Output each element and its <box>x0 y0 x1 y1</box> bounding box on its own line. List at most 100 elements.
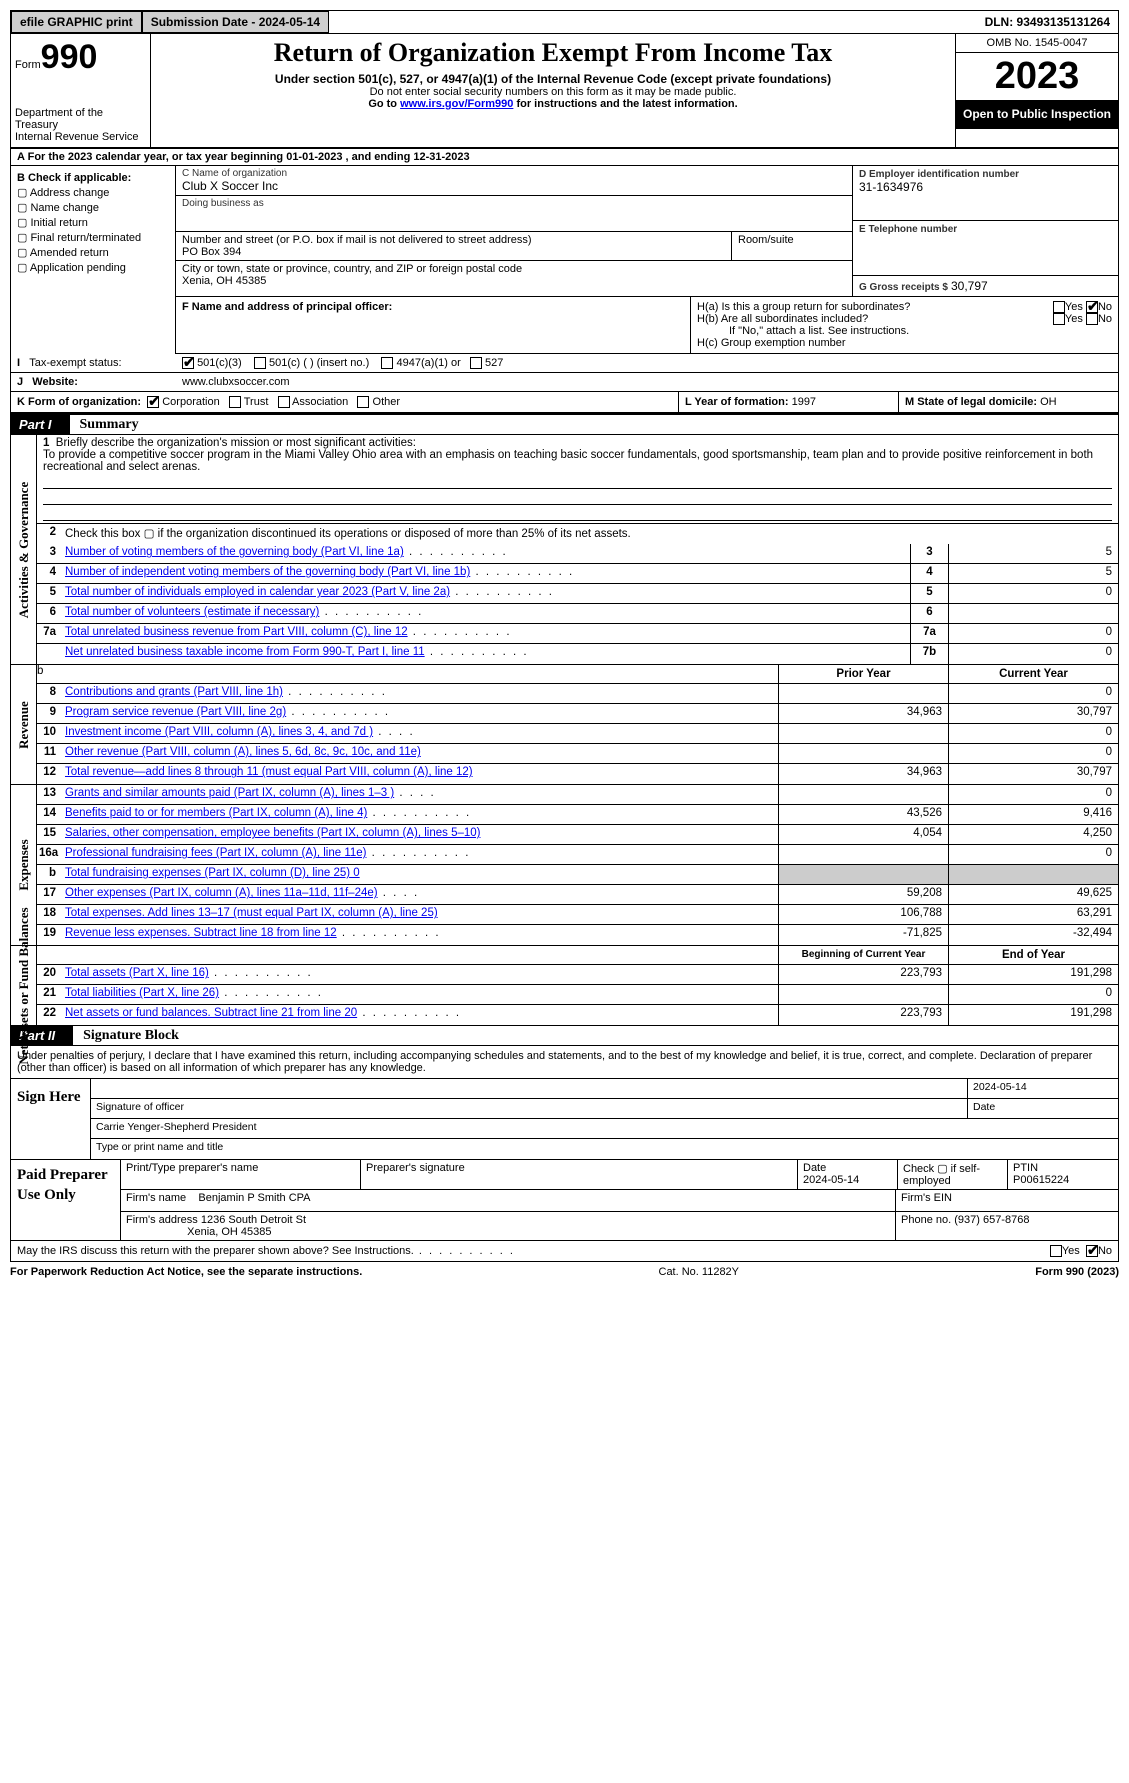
hb-no[interactable]: No <box>1098 313 1112 325</box>
line22-link[interactable]: Net assets or fund balances. Subtract li… <box>65 1007 357 1019</box>
l12p: 34,963 <box>778 764 948 784</box>
paid-preparer-label: Paid Preparer Use Only <box>11 1160 121 1240</box>
addr-label: Number and street (or P.O. box if mail i… <box>182 234 725 246</box>
l11c: 0 <box>948 744 1118 763</box>
firm-name-label: Firm's name <box>126 1192 186 1204</box>
chk-name-change[interactable]: Name change <box>17 201 169 214</box>
chk-app-pending[interactable]: Application pending <box>17 261 169 274</box>
year-formation-label: L Year of formation: <box>685 396 789 408</box>
discuss-question: May the IRS discuss this return with the… <box>17 1245 1050 1257</box>
l14c: 9,416 <box>948 805 1118 824</box>
discuss-row: May the IRS discuss this return with the… <box>10 1241 1119 1262</box>
open-to-public: Open to Public Inspection <box>956 101 1118 129</box>
perjury-statement: Under penalties of perjury, I declare th… <box>10 1046 1119 1078</box>
form990-link[interactable]: www.irs.gov/Form990 <box>400 98 513 110</box>
l14p: 43,526 <box>778 805 948 824</box>
chk-address-change[interactable]: Address change <box>17 186 169 199</box>
line16b-link[interactable]: Total fundraising expenses (Part IX, col… <box>65 867 360 879</box>
ein-value: 31-1634976 <box>859 180 1112 194</box>
sign-here-block: Sign Here 2024-05-14 Signature of office… <box>10 1078 1119 1160</box>
line6-link[interactable]: Total number of volunteers (estimate if … <box>65 606 319 618</box>
prep-name-label: Print/Type preparer's name <box>121 1160 361 1189</box>
l9p: 34,963 <box>778 704 948 723</box>
chk-other[interactable] <box>357 396 369 408</box>
l20p: 223,793 <box>778 965 948 984</box>
chk-4947[interactable] <box>381 357 393 369</box>
line10-link[interactable]: Investment income (Part VIII, column (A)… <box>65 726 373 738</box>
line5-val: 0 <box>948 584 1118 603</box>
gross-label: G Gross receipts $ <box>859 282 948 293</box>
firm-name: Benjamin P Smith CPA <box>198 1192 310 1204</box>
line7a-link[interactable]: Total unrelated business revenue from Pa… <box>65 626 408 638</box>
part1-title: Summary <box>70 417 139 433</box>
opt-corp: Corporation <box>162 396 219 408</box>
principal-officer-label: F Name and address of principal officer: <box>182 301 684 313</box>
discuss-no[interactable]: No <box>1098 1245 1112 1257</box>
form-number: 990 <box>41 38 98 76</box>
opt-501c: 501(c) ( ) (insert no.) <box>269 357 369 369</box>
ha-yes[interactable]: Yes <box>1065 301 1083 313</box>
line7b-link[interactable]: Net unrelated business taxable income fr… <box>65 646 425 658</box>
line18-link[interactable]: Total expenses. Add lines 13–17 (must eq… <box>65 907 438 919</box>
line12-link[interactable]: Total revenue—add lines 8 through 11 (mu… <box>65 766 473 778</box>
hb-yes[interactable]: Yes <box>1065 313 1083 325</box>
top-bar: efile GRAPHIC print Submission Date - 20… <box>10 10 1119 34</box>
l15p: 4,054 <box>778 825 948 844</box>
line3-link[interactable]: Number of voting members of the governin… <box>65 546 404 558</box>
line16a-link[interactable]: Professional fundraising fees (Part IX, … <box>65 847 366 859</box>
part2-header: Part II Signature Block <box>10 1026 1119 1046</box>
l15c: 4,250 <box>948 825 1118 844</box>
chk-assoc[interactable] <box>278 396 290 408</box>
chk-501c3[interactable] <box>182 357 194 369</box>
goto-line: Go to www.irs.gov/Form990 for instructio… <box>155 98 951 110</box>
paperwork-notice: For Paperwork Reduction Act Notice, see … <box>10 1266 362 1278</box>
label-activities: Activities & Governance <box>16 482 32 618</box>
prep-date-label: Date <box>803 1162 826 1174</box>
room-label: Room/suite <box>738 234 846 246</box>
chk-527[interactable] <box>470 357 482 369</box>
tax-exempt-label: Tax-exempt status: <box>29 357 121 369</box>
prep-date: 2024-05-14 <box>803 1174 859 1186</box>
line21-link[interactable]: Total liabilities (Part X, line 26) <box>65 987 219 999</box>
ein-label: D Employer identification number <box>859 169 1112 180</box>
firm-phone-label: Phone no. <box>901 1214 951 1226</box>
state-domicile-label: M State of legal domicile: <box>905 396 1037 408</box>
city-label: City or town, state or province, country… <box>182 263 846 275</box>
line4-val: 5 <box>948 564 1118 583</box>
label-revenue: Revenue <box>16 701 32 749</box>
chk-initial-return[interactable]: Initial return <box>17 216 169 229</box>
efile-button[interactable]: efile GRAPHIC print <box>11 11 142 33</box>
line11-link[interactable]: Other revenue (Part VIII, column (A), li… <box>65 746 421 758</box>
opt-501c3: 501(c)(3) <box>197 357 242 369</box>
prior-year-h: Prior Year <box>778 665 948 683</box>
discuss-yes[interactable]: Yes <box>1062 1245 1080 1257</box>
phone-label: E Telephone number <box>859 224 1112 235</box>
line19-link[interactable]: Revenue less expenses. Subtract line 18 … <box>65 927 337 939</box>
line9-link[interactable]: Program service revenue (Part VIII, line… <box>65 706 286 718</box>
chk-trust[interactable] <box>229 396 241 408</box>
chk-final-return[interactable]: Final return/terminated <box>17 231 169 244</box>
ptin-label: PTIN <box>1013 1162 1038 1174</box>
line13-link[interactable]: Grants and similar amounts paid (Part IX… <box>65 787 394 799</box>
line20-link[interactable]: Total assets (Part X, line 16) <box>65 967 209 979</box>
website-label: Website: <box>32 376 78 388</box>
label-netassets: Net Assets or Fund Balances <box>16 907 32 1064</box>
line17-link[interactable]: Other expenses (Part IX, column (A), lin… <box>65 887 378 899</box>
line14-link[interactable]: Benefits paid to or for members (Part IX… <box>65 807 367 819</box>
prep-self-emp[interactable]: Check ▢ if self-employed <box>898 1160 1008 1189</box>
line8-link[interactable]: Contributions and grants (Part VIII, lin… <box>65 686 283 698</box>
mission-text: To provide a competitive soccer program … <box>43 449 1093 473</box>
line5-link[interactable]: Total number of individuals employed in … <box>65 586 450 598</box>
l10c: 0 <box>948 724 1118 743</box>
chk-501c[interactable] <box>254 357 266 369</box>
chk-corp[interactable] <box>147 396 159 408</box>
l19p: -71,825 <box>778 925 948 945</box>
line15-link[interactable]: Salaries, other compensation, employee b… <box>65 827 480 839</box>
ha-no[interactable]: No <box>1098 301 1112 313</box>
line4-link[interactable]: Number of independent voting members of … <box>65 566 470 578</box>
netassets-section: Net Assets or Fund Balances Beginning of… <box>10 946 1119 1026</box>
dba-label: Doing business as <box>182 198 846 209</box>
hc-label: H(c) Group exemption number <box>697 337 1112 349</box>
chk-amended[interactable]: Amended return <box>17 246 169 259</box>
paid-preparer-block: Paid Preparer Use Only Print/Type prepar… <box>10 1160 1119 1241</box>
